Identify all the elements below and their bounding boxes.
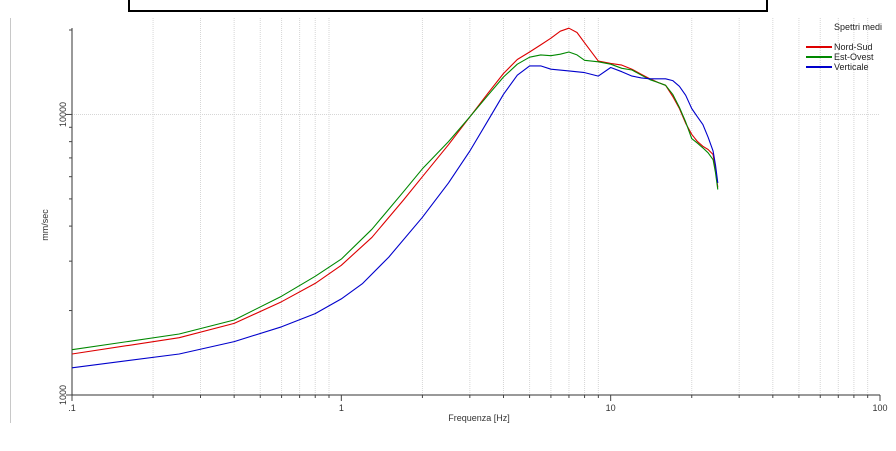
- frame-border: [10, 18, 11, 423]
- x-tick-label: .1: [68, 403, 76, 413]
- title-box: [128, 0, 768, 12]
- series-line-nord-sud: [71, 27, 719, 355]
- x-tick-label: 10: [606, 403, 616, 413]
- legend-label: Est-Ovest: [834, 52, 874, 62]
- y-tick-label: 1000: [58, 385, 68, 405]
- legend-label: Verticale: [834, 62, 869, 72]
- grid-lines: [72, 18, 880, 395]
- series-lines: [71, 27, 719, 369]
- legend-item: Verticale: [806, 62, 896, 72]
- legend-swatch: [806, 56, 832, 58]
- legend-label: Nord-Sud: [834, 42, 873, 52]
- legend-title: Spettri medi: [833, 22, 883, 32]
- y-tick-label: 10000: [58, 102, 68, 127]
- y-axis-label: mm/sec: [40, 209, 50, 241]
- axes: [71, 28, 880, 396]
- legend-swatch: [806, 66, 832, 68]
- series-line-est-ovest: [71, 51, 719, 351]
- axis-ticks: .1 1 10 100 1000 10000: [58, 29, 888, 413]
- legend-swatch: [806, 46, 832, 48]
- axis-labels: Frequenza [Hz] mm/sec: [40, 209, 510, 423]
- x-tick-label: 100: [872, 403, 887, 413]
- x-axis-label: Frequenza [Hz]: [448, 413, 510, 423]
- legend-item: Est-Ovest: [806, 52, 896, 62]
- legend-item: Nord-Sud: [806, 42, 896, 52]
- series-line-verticale: [71, 65, 719, 369]
- legend: Spettri medi Nord-Sud Est-Ovest Verticale: [806, 22, 896, 72]
- x-tick-label: 1: [339, 403, 344, 413]
